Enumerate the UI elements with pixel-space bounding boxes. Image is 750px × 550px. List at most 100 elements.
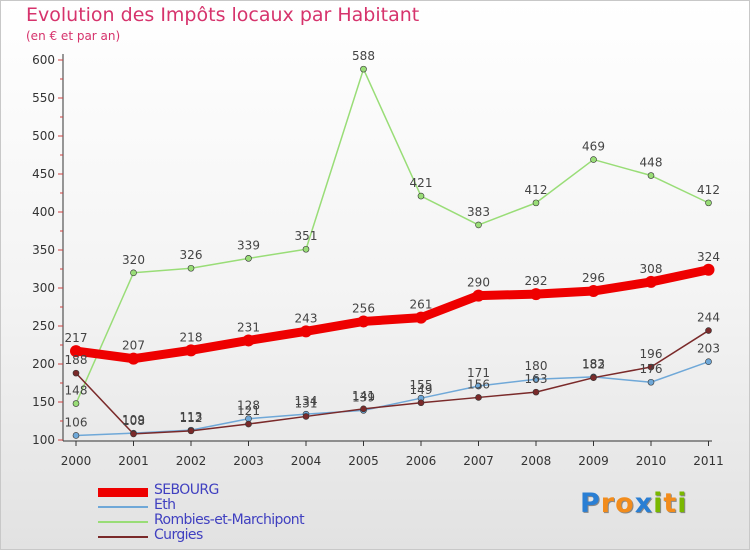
data-label: 148 [65, 384, 88, 398]
data-point [360, 65, 367, 73]
data-point [185, 344, 197, 357]
logo-letter: t [663, 488, 678, 519]
data-point [130, 430, 137, 438]
y-tick-label: 350 [32, 243, 55, 257]
logo-letter: x [634, 488, 654, 519]
data-point [530, 288, 542, 301]
data-label: 188 [65, 353, 88, 367]
x-tick-label: 2009 [578, 454, 609, 468]
data-label: 469 [582, 140, 605, 154]
data-point [475, 394, 482, 401]
data-point [647, 363, 655, 371]
data-point [245, 420, 252, 428]
data-point [187, 264, 195, 272]
data-label: 180 [525, 359, 548, 373]
legend-swatch [98, 487, 148, 497]
data-label: 290 [467, 276, 490, 290]
data-point [590, 374, 597, 381]
data-label: 171 [467, 366, 490, 380]
x-tick-label: 2002 [176, 454, 207, 468]
data-point [587, 285, 600, 298]
series-line [75, 360, 710, 437]
data-point [645, 275, 657, 288]
data-point [705, 358, 712, 366]
logo-letter: o [615, 488, 635, 519]
data-label: 121 [237, 404, 260, 418]
data-label: 292 [525, 274, 548, 288]
data-point [532, 388, 540, 396]
data-label: 218 [180, 330, 203, 344]
data-point [647, 378, 655, 386]
x-tick-label: 2001 [118, 454, 149, 468]
data-label: 106 [65, 415, 88, 429]
x-tick-label: 2007 [463, 454, 494, 468]
logo-letter: i [653, 488, 664, 519]
data-point [472, 289, 485, 302]
data-point [417, 399, 425, 407]
y-tick-label: 250 [32, 319, 55, 333]
data-point [475, 382, 482, 390]
data-label: 112 [180, 411, 203, 425]
data-point [300, 325, 312, 338]
data-label: 421 [410, 176, 433, 190]
data-label: 156 [467, 377, 490, 391]
data-label: 183 [582, 357, 605, 371]
series-line [71, 265, 713, 364]
data-label: 308 [640, 262, 663, 276]
proxiti-logo: Proxiti [580, 488, 688, 519]
data-label: 203 [697, 342, 720, 356]
data-point [242, 334, 255, 347]
x-tick-label: 2011 [693, 454, 724, 468]
data-label: 351 [295, 229, 318, 243]
data-label: 155 [410, 378, 433, 392]
legend-swatch [98, 536, 148, 538]
series-line [75, 329, 710, 435]
data-label: 113 [180, 410, 203, 424]
data-point [415, 311, 427, 324]
y-tick-label: 500 [32, 129, 55, 143]
data-label: 141 [352, 389, 375, 403]
data-label: 231 [237, 320, 260, 334]
data-label: 134 [295, 394, 318, 408]
data-label: 412 [525, 183, 548, 197]
x-tick-label: 2003 [233, 454, 264, 468]
data-point [72, 400, 80, 407]
data-label: 244 [697, 311, 720, 325]
y-tick-label: 600 [32, 53, 55, 67]
data-label: 256 [352, 301, 375, 315]
data-label: 326 [180, 248, 203, 262]
legend-label: Rombies-et-Marchipont [154, 512, 305, 528]
legend-swatch [98, 521, 148, 523]
x-tick-label: 2000 [61, 454, 92, 468]
data-point [72, 432, 80, 439]
y-tick-label: 100 [32, 433, 55, 447]
data-label: 207 [122, 339, 145, 353]
data-point [360, 405, 367, 413]
logo-letter: r [600, 488, 616, 519]
data-point [302, 413, 310, 420]
legend-label: SEBOURG [154, 482, 219, 498]
data-point [245, 255, 252, 262]
chart-title: Evolution des Impôts locaux par Habitant [26, 4, 420, 26]
data-point [187, 427, 195, 435]
data-label: 128 [237, 399, 260, 413]
data-label: 182 [582, 358, 605, 372]
data-label: 149 [410, 383, 433, 397]
data-label: 383 [467, 205, 490, 219]
data-point [590, 156, 597, 163]
data-label: 588 [352, 49, 375, 63]
data-label: 139 [352, 390, 375, 404]
legend-label: Eth [154, 497, 176, 513]
y-tick-label: 200 [32, 357, 55, 371]
data-label: 261 [410, 298, 433, 312]
data-point [72, 369, 80, 377]
data-label: 324 [697, 250, 720, 264]
y-tick-label: 400 [32, 205, 55, 219]
y-tick-label: 450 [32, 167, 55, 181]
data-label: 176 [640, 362, 663, 376]
logo-letter: P [580, 488, 601, 519]
data-label: 412 [697, 183, 720, 197]
data-point [702, 263, 715, 276]
data-point [357, 315, 370, 328]
